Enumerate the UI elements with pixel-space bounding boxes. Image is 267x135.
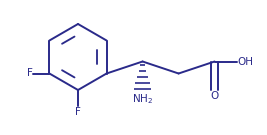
Text: NH$_2$: NH$_2$	[132, 92, 153, 106]
Text: F: F	[26, 68, 32, 78]
Text: F: F	[75, 107, 81, 117]
Text: OH: OH	[238, 57, 254, 67]
Text: O: O	[210, 90, 219, 100]
